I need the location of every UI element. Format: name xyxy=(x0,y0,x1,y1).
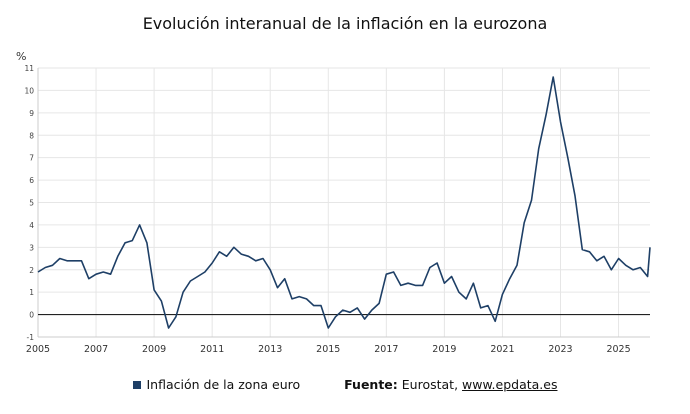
x-tick-label: 2021 xyxy=(490,344,514,355)
source-link[interactable]: www.epdata.es xyxy=(462,377,558,392)
x-tick-label: 2015 xyxy=(316,344,340,355)
y-tick-label: 5 xyxy=(29,199,34,208)
y-tick-label: 3 xyxy=(29,243,34,252)
x-tick-label: 2011 xyxy=(200,344,224,355)
y-tick-label: 11 xyxy=(24,64,34,73)
y-tick-label: 9 xyxy=(29,109,34,118)
x-tick-label: 2005 xyxy=(26,344,50,355)
x-tick-label: 2017 xyxy=(374,344,398,355)
y-tick-label: 0 xyxy=(29,311,34,320)
series-line-inflation xyxy=(37,76,651,329)
y-tick-label: 8 xyxy=(29,131,34,140)
x-tick-label: 2007 xyxy=(84,344,108,355)
x-tick-label: 2025 xyxy=(606,344,630,355)
source-text: Eurostat, xyxy=(401,377,459,392)
y-axis-unit: % xyxy=(16,50,27,63)
legend-swatch xyxy=(132,381,141,389)
y-tick-label: 7 xyxy=(29,154,34,163)
legend-series-label: Inflación de la zona euro xyxy=(146,377,301,392)
y-tick-label: 2 xyxy=(29,266,34,275)
y-tick-label: 4 xyxy=(29,221,34,230)
y-tick-label: 6 xyxy=(29,176,34,185)
x-tick-label: 2009 xyxy=(142,344,166,355)
chart-title: Evolución interanual de la inflación en … xyxy=(142,14,548,33)
y-tick-label: 10 xyxy=(24,86,34,95)
x-tick-label: 2013 xyxy=(258,344,282,355)
source-label: Fuente: xyxy=(344,377,398,392)
x-tick-label: 2023 xyxy=(548,344,572,355)
y-tick-label: -1 xyxy=(27,333,35,342)
x-tick-label: 2019 xyxy=(432,344,456,355)
legend: Inflación de la zona euro Fuente: Eurost… xyxy=(0,377,690,392)
y-tick-label: 1 xyxy=(29,288,34,297)
